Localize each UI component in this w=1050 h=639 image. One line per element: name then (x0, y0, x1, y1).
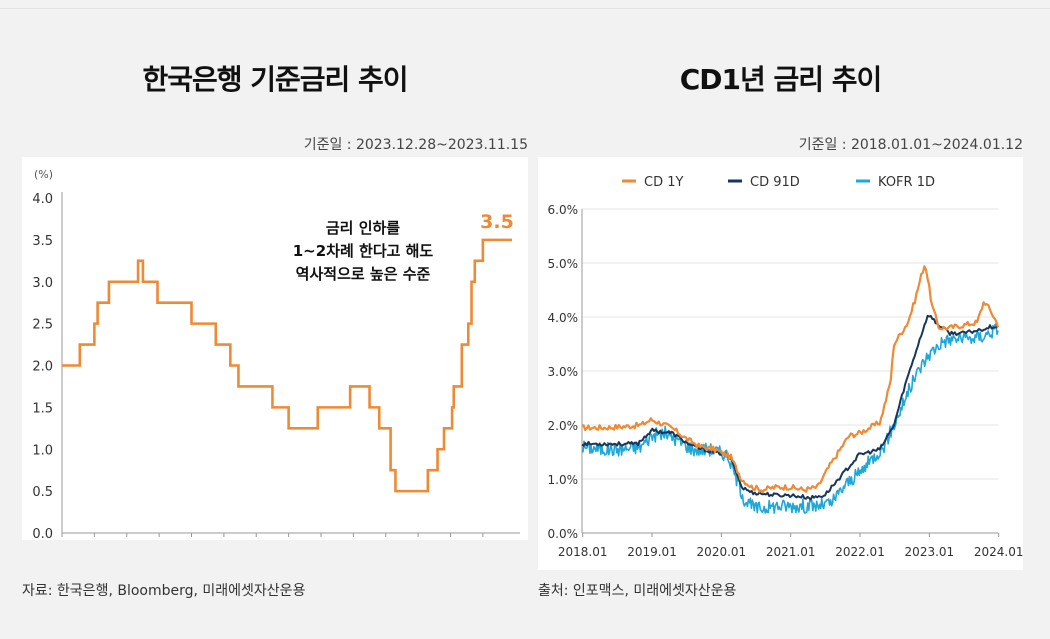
right-source-note: 출처: 인포맥스, 미래에셋자산운용 (538, 583, 737, 599)
x-tick-label: 2018.01 (558, 545, 608, 559)
y-tick-label: 3.5 (32, 234, 53, 249)
x-tick-label: 2023.01 (905, 545, 955, 559)
right-chart-title: CD1년 금리 추이 (679, 63, 883, 96)
cd-91d-line (581, 314, 999, 501)
y-tick-label: 6.0% (548, 203, 579, 217)
top-divider (0, 8, 1050, 9)
x-tick-label: 2022.01 (835, 545, 885, 559)
y-unit-label: (%) (34, 168, 53, 181)
right-base-date: 기준일 : 2018.01.01~2024.01.12 (798, 137, 1023, 153)
y-tick-label: 0.0% (548, 527, 579, 541)
y-tick-label: 0.5 (32, 485, 53, 500)
y-tick-label: 2.5 (32, 318, 53, 333)
y-tick-label: 4.0 (32, 192, 53, 207)
y-tick-label: 1.5 (32, 401, 53, 416)
right-chart-panel: CD 1Y CD 91D KOFR 1D 6.0% 5.0% 4.0% 3.0% 2.0% 1.… (538, 157, 1024, 570)
y-tick-label: 5.0% (548, 257, 579, 271)
y-tick-label: 2.0% (548, 419, 579, 433)
left-base-date: 기준일 : 2023.12.28~2023.11.15 (303, 137, 528, 153)
legend-label: KOFR 1D (878, 175, 935, 190)
legend-label: CD 91D (750, 175, 800, 190)
x-tick-label: 2019.01 (627, 545, 677, 559)
left-chart-panel: (%)4.03.53.02.52.01.51.00.50.02010201120… (22, 157, 528, 560)
base-rate-line (62, 238, 512, 493)
cd-1y-line (581, 265, 1000, 494)
y-tick-label: 1.0 (32, 443, 53, 458)
left-chart-title: 한국은행 기준금리 추이 (142, 63, 408, 96)
x-tick-label: 2024.01 (974, 545, 1023, 559)
y-tick-label: 2.0 (32, 360, 53, 375)
cd-rate-chart: CD 1Y CD 91D KOFR 1D 6.0% 5.0% 4.0% 3.0% 2.0% 1.… (548, 175, 1024, 559)
annotation-line-1: 금리 인하를 (326, 219, 400, 237)
annotation-line-3: 역사적으로 높은 수준 (296, 265, 431, 283)
endpoint-value-label: 3.5 (480, 211, 514, 233)
y-tick-label: 3.0% (548, 365, 579, 379)
y-tick-label: 4.0% (548, 311, 579, 325)
kofr-1d-line (581, 323, 999, 514)
base-rate-chart: (%)4.03.53.02.52.01.51.00.50.02010201120… (32, 168, 520, 560)
y-tick-label: 3.0 (32, 276, 53, 291)
x-tick-label: 2021.01 (766, 545, 816, 559)
y-tick-label: 0.0 (32, 527, 53, 540)
x-tick-label: 2020.01 (697, 545, 747, 559)
legend-label: CD 1Y (644, 175, 683, 190)
y-tick-label: 1.0% (548, 473, 579, 487)
annotation-line-2: 1~2차례 한다고 해도 (293, 242, 434, 260)
left-source-note: 자료: 한국은행, Bloomberg, 미래에셋자산운용 (22, 583, 306, 599)
